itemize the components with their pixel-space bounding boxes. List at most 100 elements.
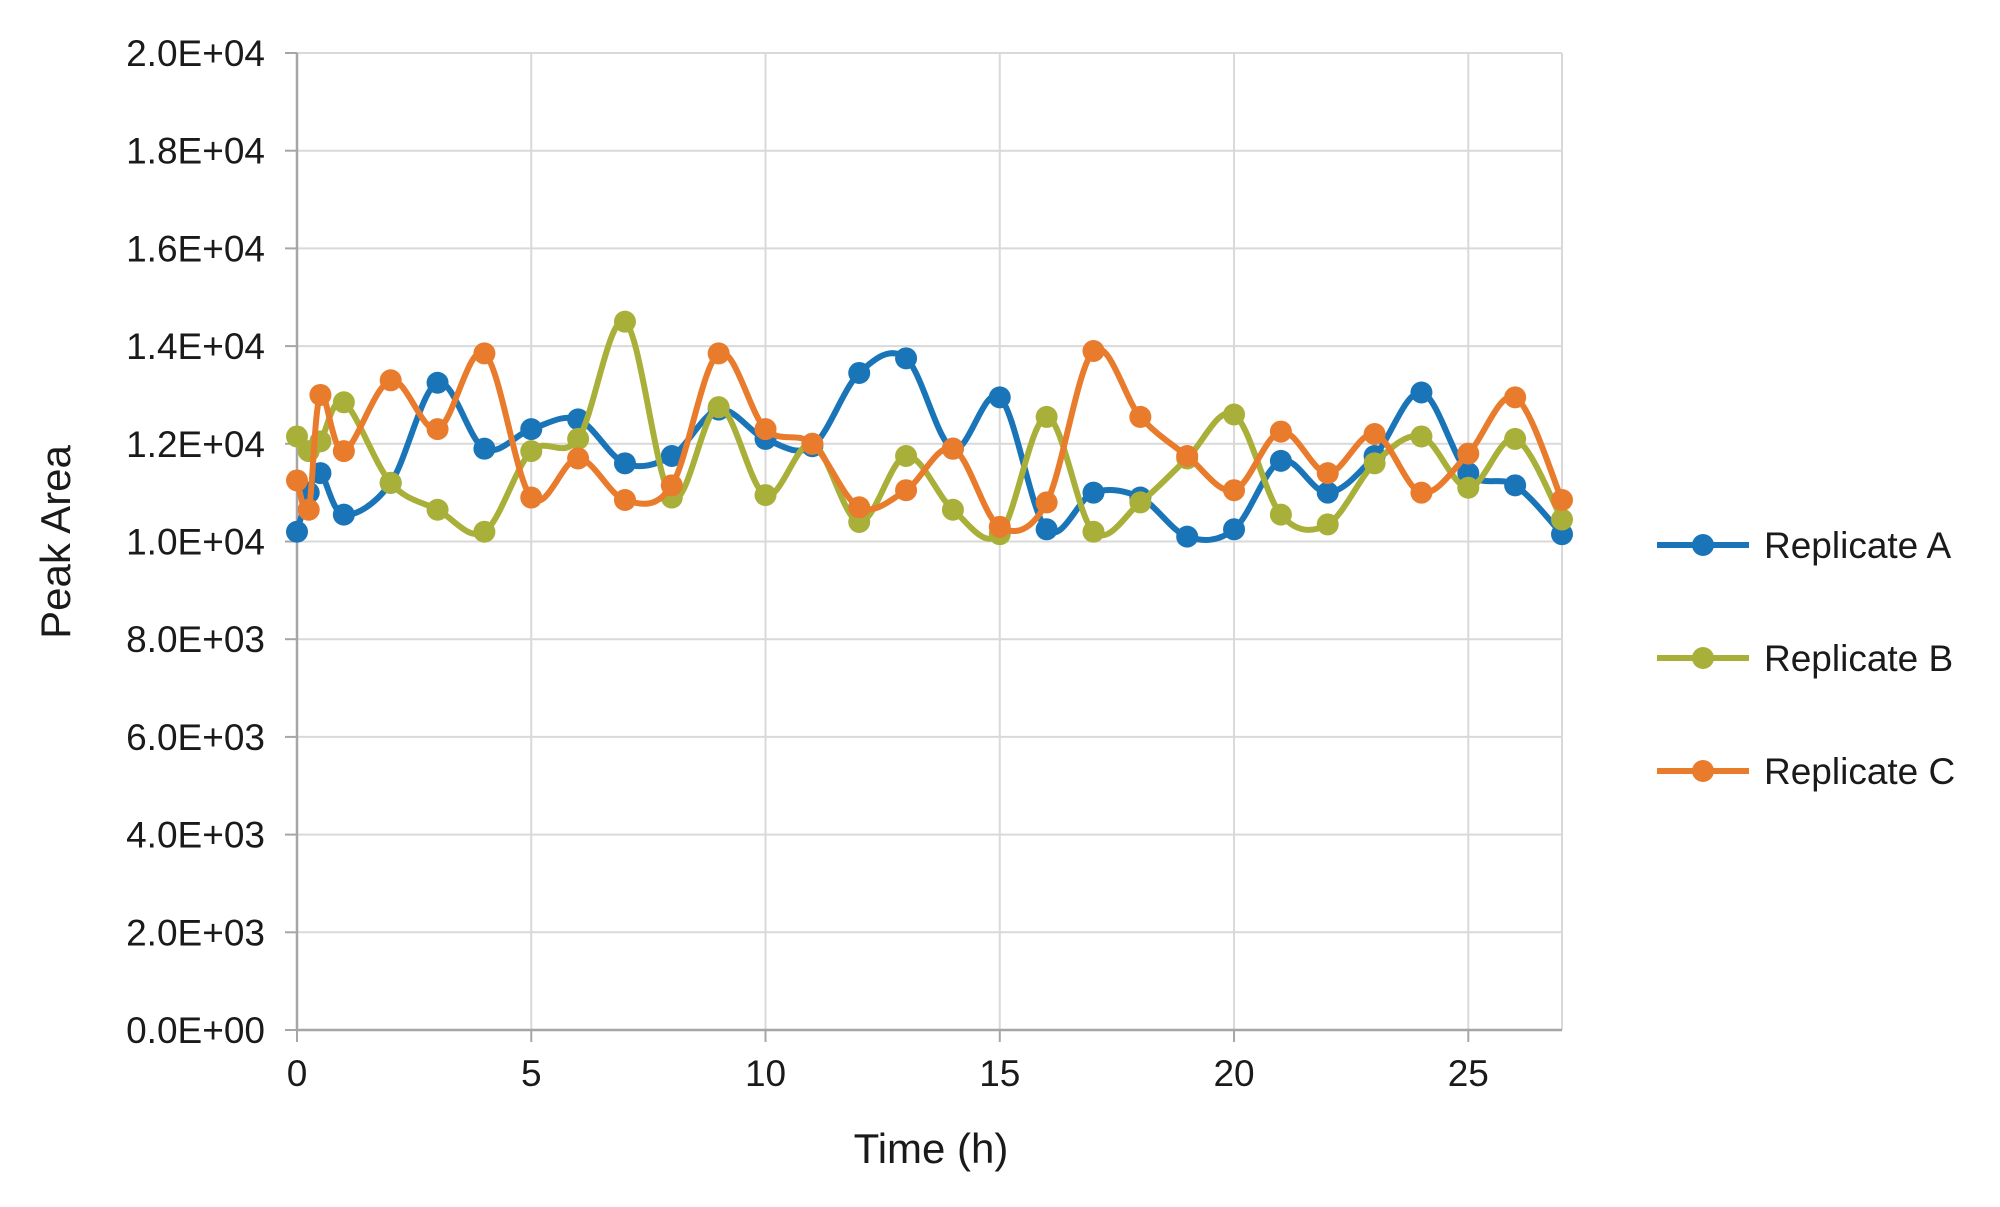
data-point — [1316, 481, 1339, 504]
data-point — [1457, 476, 1480, 499]
legend-swatch-marker — [1692, 647, 1714, 669]
y-tick-label: 1.0E+04 — [126, 522, 265, 563]
data-point — [895, 479, 918, 502]
data-point — [520, 440, 543, 463]
data-point — [613, 488, 636, 511]
data-point — [309, 383, 332, 406]
data-point — [707, 396, 730, 419]
legend-swatch-marker — [1692, 760, 1714, 782]
data-point — [1551, 488, 1573, 511]
axes — [285, 52, 1562, 1042]
data-point — [895, 445, 918, 468]
data-point — [1504, 427, 1527, 450]
y-tick-label: 2.0E+03 — [126, 912, 265, 953]
data-point — [1410, 425, 1433, 448]
data-point — [707, 342, 730, 365]
data-point — [660, 474, 683, 497]
data-point — [660, 445, 683, 468]
x-tick-label: 20 — [1213, 1053, 1254, 1094]
legend-label: Replicate C — [1764, 751, 1955, 792]
data-point — [1129, 491, 1152, 514]
legend-swatch-marker — [1692, 534, 1714, 556]
y-tick-labels: 0.0E+00 2.0E+03 4.0E+03 6.0E+03 8.0E+03 1.0E+… — [126, 33, 265, 1051]
y-tick-label: 1.4E+04 — [126, 326, 265, 367]
data-point — [1410, 481, 1433, 504]
y-tick-label: 0.0E+00 — [126, 1010, 265, 1051]
data-point — [1176, 525, 1199, 548]
series-lines — [286, 310, 1573, 548]
y-axis-title: Peak Area — [32, 444, 79, 638]
legend-label: Replicate A — [1764, 525, 1951, 566]
data-point — [848, 361, 871, 384]
data-point — [286, 425, 308, 448]
data-point — [473, 342, 496, 365]
data-point — [332, 440, 355, 463]
data-point — [1035, 518, 1058, 541]
data-point — [941, 437, 964, 460]
data-point — [379, 471, 402, 494]
data-point — [1551, 508, 1573, 531]
y-tick-label: 1.6E+04 — [126, 228, 265, 269]
data-point — [1035, 405, 1058, 428]
data-point — [1363, 423, 1386, 446]
data-point — [754, 484, 777, 507]
data-point — [426, 418, 449, 441]
data-point — [988, 515, 1011, 538]
series-replicate-c — [286, 339, 1573, 538]
data-point — [1316, 513, 1339, 536]
data-point — [1082, 520, 1105, 543]
data-point — [297, 498, 320, 521]
data-point — [1223, 518, 1246, 541]
data-point — [520, 418, 543, 441]
data-point — [1504, 386, 1527, 409]
data-point — [1129, 405, 1152, 428]
data-point — [1223, 479, 1246, 502]
y-tick-label: 6.0E+03 — [126, 717, 265, 758]
data-point — [1316, 462, 1339, 485]
data-point — [1363, 452, 1386, 475]
x-tick-label: 15 — [979, 1053, 1020, 1094]
data-point — [286, 469, 308, 492]
y-tick-label: 8.0E+03 — [126, 619, 265, 660]
y-tick-label: 1.8E+04 — [126, 131, 265, 172]
data-point — [1176, 445, 1199, 468]
x-tick-label: 0 — [287, 1053, 308, 1094]
series-replicate-a — [286, 347, 1573, 548]
legend-item: Replicate A — [1657, 525, 1951, 566]
data-point — [1082, 339, 1105, 362]
data-point — [426, 371, 449, 394]
data-point — [332, 503, 355, 526]
data-point — [613, 452, 636, 475]
x-tick-label: 5 — [521, 1053, 542, 1094]
x-tick-label: 10 — [745, 1053, 786, 1094]
legend-label: Replicate B — [1764, 638, 1953, 679]
data-point — [1504, 474, 1527, 497]
x-tick-labels: 0 5 10 15 20 25 — [287, 1053, 1489, 1094]
data-point — [1223, 403, 1246, 426]
y-tick-label: 1.2E+04 — [126, 424, 265, 465]
x-axis-title: Time (h) — [854, 1125, 1009, 1172]
data-point — [567, 427, 590, 450]
data-point — [473, 520, 496, 543]
data-point — [473, 437, 496, 460]
data-point — [1269, 420, 1292, 443]
legend: Replicate A Replicate B Replicate C — [1657, 525, 1955, 792]
y-tick-label: 2.0E+04 — [126, 33, 265, 74]
data-point — [754, 418, 777, 441]
data-point — [848, 496, 871, 519]
legend-item: Replicate B — [1657, 638, 1953, 679]
data-point — [1457, 442, 1480, 465]
x-tick-label: 25 — [1448, 1053, 1489, 1094]
data-point — [1082, 481, 1105, 504]
data-point — [520, 486, 543, 509]
legend-item: Replicate C — [1657, 751, 1955, 792]
data-point — [1035, 491, 1058, 514]
data-point — [801, 432, 824, 455]
data-point — [379, 369, 402, 392]
data-point — [567, 447, 590, 470]
data-point — [426, 498, 449, 521]
data-point — [1269, 449, 1292, 472]
data-point — [1269, 503, 1292, 526]
